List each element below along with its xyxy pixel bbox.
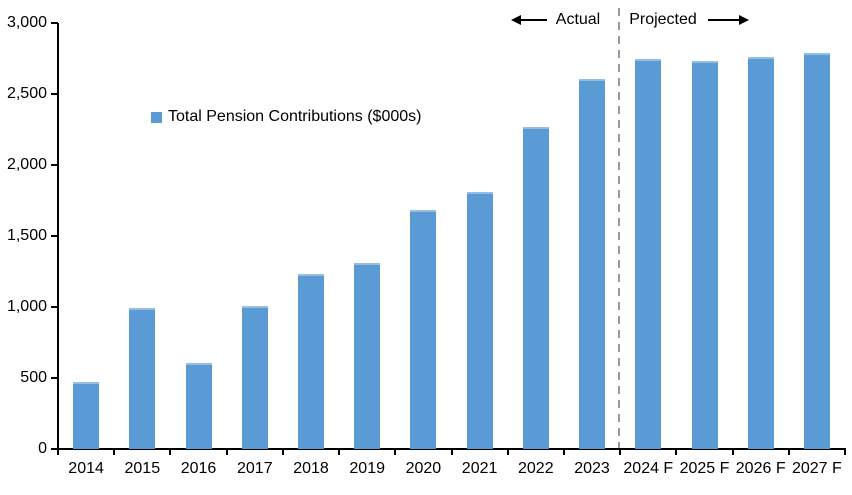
x-axis-tick [450,449,453,455]
x-tick-label-2025-f: 2025 F [679,460,730,477]
bar-2018 [298,274,324,449]
y-tick-label-2000: 2,000 [6,156,47,173]
x-tick-label-2014: 2014 [68,460,104,477]
x-tick-label-2022: 2022 [518,460,554,477]
x-tick-label-2019: 2019 [349,460,385,477]
y-axis-tick [51,235,58,237]
chart-legend: Total Pension Contributions ($000s) [151,108,421,126]
y-tick-label-3000: 3,000 [6,14,47,31]
x-tick-label-2015: 2015 [124,460,161,477]
bar-2020 [410,210,437,449]
x-tick-label-2021: 2021 [461,460,498,477]
x-axis-tick [281,449,284,455]
bar-2024-f [635,59,662,449]
legend-swatch-icon [151,111,162,123]
y-tick-label-500: 500 [20,369,47,386]
x-tick-label-2018: 2018 [293,460,329,477]
bar-2014 [73,382,100,449]
legend-label: Total Pension Contributions ($000s) [168,108,422,125]
actual-label: Actual [555,11,601,28]
x-axis-tick [338,449,341,455]
y-tick-label-2500: 2,500 [6,85,47,102]
projected-label: Projected [629,11,697,28]
y-axis-line [57,23,59,450]
x-axis-tick [619,449,622,455]
bar-2023 [579,79,605,449]
y-axis-tick [51,306,58,308]
bar-2017 [241,306,268,449]
bar-2025-f [691,61,718,449]
y-axis-tick [51,448,58,450]
bar-2022 [522,127,549,449]
x-tick-label-2024-f: 2024 F [623,460,674,477]
projected-arrow-line [708,19,739,21]
x-axis-tick [675,449,678,455]
y-axis-tick [51,93,58,95]
x-tick-label-2016: 2016 [180,460,217,477]
x-tick-label-2026-f: 2026 F [735,460,786,477]
y-tick-label-1000: 1,000 [6,298,47,315]
projected-arrow-right-icon [739,15,749,25]
x-axis-tick [169,449,172,455]
bar-2016 [185,363,212,449]
x-axis-tick [394,449,397,455]
x-tick-label-2020: 2020 [405,460,442,477]
x-axis-tick [731,449,734,455]
bar-2015 [129,308,156,449]
x-tick-label-2023: 2023 [574,460,610,477]
y-tick-label-0: 0 [38,440,47,457]
x-axis-tick [225,449,228,455]
x-tick-label-2017: 2017 [237,460,273,477]
x-axis-tick [113,449,116,455]
actual-arrow-left-icon [511,15,521,25]
x-axis-tick [506,449,509,455]
y-axis-tick [51,22,58,24]
actual-projected-divider [618,8,620,449]
x-axis-tick [844,449,846,455]
bar-2026-f [747,57,774,449]
x-axis-tick [787,449,790,455]
y-tick-label-1500: 1,500 [6,227,47,244]
actual-arrow-line [520,19,547,21]
y-axis-tick [51,377,58,379]
x-tick-label-2027-f: 2027 F [791,460,842,477]
x-axis-tick [57,449,59,455]
bar-2021 [466,192,493,449]
bar-2019 [354,263,381,449]
x-axis-tick [562,449,565,455]
bar-2027-f [803,53,830,449]
y-axis-tick [51,164,58,166]
